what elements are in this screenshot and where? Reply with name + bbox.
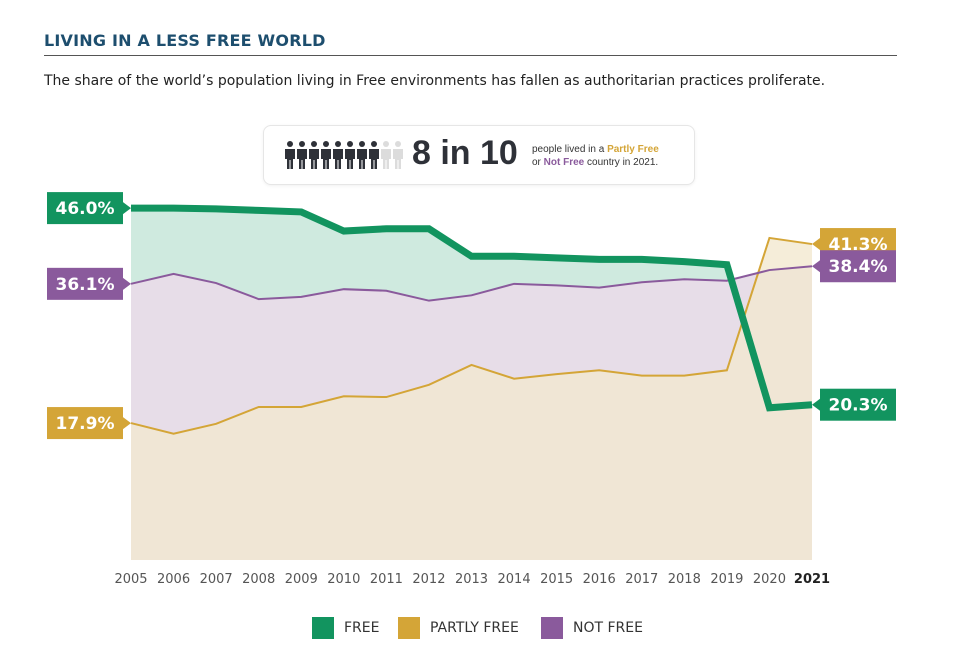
x-tick-label: 2006: [157, 572, 190, 587]
not-free-text: Not Free: [543, 157, 585, 168]
person-icon: [309, 141, 319, 169]
x-tick-label: 2005: [114, 572, 147, 587]
value-label: 36.1%: [47, 267, 131, 300]
x-tick-label: 2018: [668, 572, 701, 587]
x-tick-label: 2007: [200, 572, 233, 587]
person-icon: [357, 141, 367, 169]
stat-note: people lived in a Partly Free or Not Free…: [532, 144, 659, 168]
svg-text:17.9%: 17.9%: [56, 414, 115, 434]
x-tick-label: 2020: [753, 572, 786, 587]
value-label: 38.4%: [812, 250, 896, 283]
partly-free-text: Partly Free: [607, 144, 659, 155]
person-icon: [297, 141, 307, 169]
person-icon: [381, 141, 391, 169]
x-tick-label: 2011: [370, 572, 403, 587]
svg-text:20.3%: 20.3%: [829, 396, 888, 416]
person-icon: [321, 141, 331, 169]
x-tick-label: 2017: [625, 572, 658, 587]
svg-text:46.0%: 46.0%: [56, 199, 115, 219]
value-label: 46.0%: [47, 192, 131, 225]
legend-swatch-partly-free: [398, 617, 420, 639]
legend-swatch-free: [312, 617, 334, 639]
person-icon: [345, 141, 355, 169]
x-tick-label: 2013: [455, 572, 488, 587]
x-tick-label: 2012: [412, 572, 445, 587]
chart-title: LIVING IN A LESS FREE WORLD: [44, 31, 326, 50]
x-tick-label: 2016: [583, 572, 616, 587]
x-tick-label: 2021: [794, 572, 830, 587]
x-tick-label: 2015: [540, 572, 573, 587]
svg-text:36.1%: 36.1%: [56, 275, 115, 295]
stat-callout: 8 in 10 people lived in a Partly Free or …: [263, 125, 695, 185]
x-tick-label: 2008: [242, 572, 275, 587]
person-icon: [369, 141, 379, 169]
value-label: 20.3%: [812, 388, 896, 421]
chart-subtitle: The share of the world’s population livi…: [44, 73, 826, 89]
x-tick-label: 2010: [327, 572, 360, 587]
person-icon: [393, 141, 403, 169]
legend-not-free: NOT FREE: [541, 617, 643, 639]
people-icons: [284, 140, 404, 170]
x-tick-label: 2014: [498, 572, 531, 587]
person-icon: [333, 141, 343, 169]
svg-text:41.3%: 41.3%: [829, 235, 888, 255]
legend-free: FREE: [312, 617, 379, 639]
x-tick-label: 2009: [285, 572, 318, 587]
person-icon: [285, 141, 295, 169]
value-label: 17.9%: [47, 407, 131, 440]
legend-partly-free: PARTLY FREE: [398, 617, 519, 639]
stat-headline: 8 in 10: [412, 134, 518, 172]
legend-swatch-not-free: [541, 617, 563, 639]
title-divider: [44, 55, 897, 56]
x-tick-label: 2019: [710, 572, 743, 587]
area-partly-free: [131, 237, 812, 560]
svg-text:38.4%: 38.4%: [829, 257, 888, 277]
